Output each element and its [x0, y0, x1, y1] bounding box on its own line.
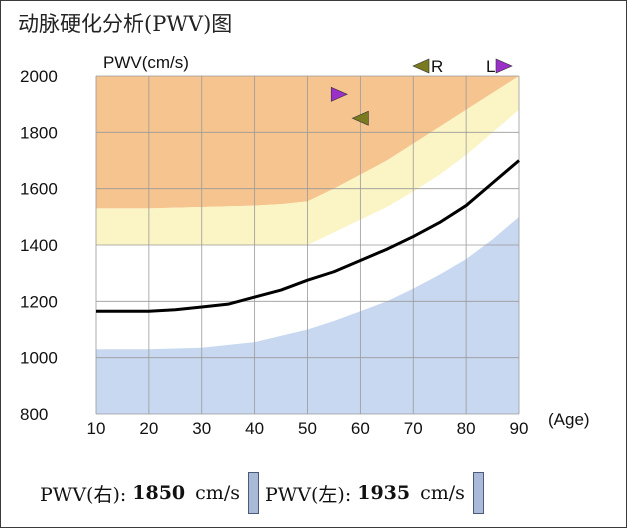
marker-r	[351, 110, 369, 126]
marker-l	[330, 86, 348, 102]
pwv-curve	[96, 159, 520, 313]
right-pwv-value: 1850	[132, 482, 186, 504]
right-pwv-unit: cm/s	[195, 482, 240, 504]
x-tick-50: 50	[298, 419, 317, 438]
y-tick-1400: 1400	[20, 236, 58, 255]
chart-title: 动脉硬化分析(PWV)图	[18, 12, 233, 36]
pwv-standard-curve	[96, 159, 520, 313]
x-tick-10: 10	[87, 419, 106, 438]
pwv-summary: PWV(右): 1850 cm/s PWV(左): 1935 cm/s	[40, 470, 490, 516]
left-pwv-label: PWV(左):	[264, 483, 352, 506]
y-tick-800: 800	[20, 405, 48, 424]
legend-l-label: L	[486, 57, 495, 76]
x-tick-40: 40	[245, 419, 264, 438]
y-tick-1600: 1600	[20, 180, 58, 199]
x-tick-80: 80	[457, 419, 476, 438]
x-tick-70: 70	[404, 419, 423, 438]
pwv-markers	[330, 86, 369, 126]
legend-l-icon	[495, 58, 513, 74]
left-pwv-bar	[472, 472, 484, 514]
grid-lines	[95, 75, 520, 415]
left-pwv-unit: cm/s	[420, 482, 465, 504]
y-tick-1200: 1200	[20, 292, 58, 311]
pwv-chart: 2000 1800 1600 1400 1200 1000 800 10 20 30 40 50 60…	[20, 53, 590, 438]
legend-r-icon	[412, 58, 430, 74]
x-tick-30: 30	[192, 419, 211, 438]
left-pwv-value: 1935	[357, 482, 411, 504]
y-tick-1800: 1800	[20, 123, 58, 142]
y-tick-2000: 2000	[20, 67, 58, 86]
x-axis-ticks: 10 20 30 40 50 60 70 80 90	[87, 419, 529, 438]
legend-r-label: R	[431, 57, 443, 76]
y-tick-1000: 1000	[20, 349, 58, 368]
y-axis-ticks: 2000 1800 1600 1400 1200 1000 800	[20, 67, 58, 424]
x-tick-90: 90	[510, 419, 529, 438]
x-tick-20: 20	[139, 419, 158, 438]
x-axis-label: (Age)	[548, 410, 590, 429]
x-tick-60: 60	[351, 419, 370, 438]
right-pwv-bar	[247, 472, 259, 514]
y-axis-label: PWV(cm/s)	[103, 53, 189, 72]
right-pwv-label: PWV(右):	[40, 483, 127, 506]
